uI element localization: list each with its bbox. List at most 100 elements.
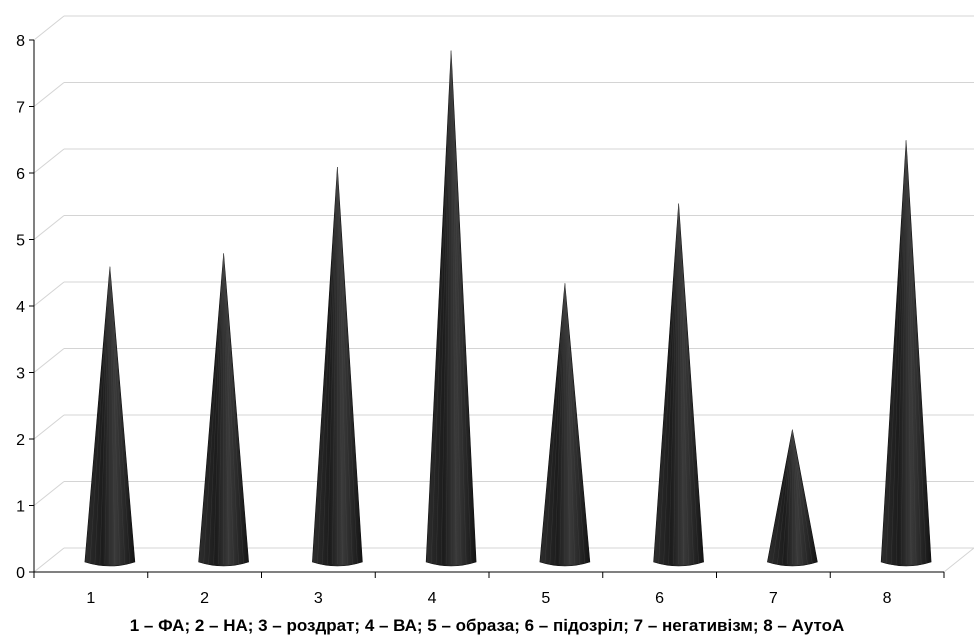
x-tick-label: 8 bbox=[883, 590, 892, 607]
x-tick-label: 4 bbox=[428, 590, 437, 607]
cone-facet bbox=[905, 140, 927, 565]
cone-facet bbox=[905, 140, 922, 565]
cone-facet bbox=[223, 253, 244, 565]
cone-facet bbox=[337, 166, 353, 565]
cone-facet bbox=[337, 166, 348, 565]
cone-facet bbox=[663, 203, 679, 565]
bars-layer bbox=[84, 50, 932, 567]
cone-facet bbox=[678, 203, 699, 565]
cone-facet bbox=[895, 140, 907, 565]
cone-facet bbox=[885, 140, 907, 565]
cone-facet bbox=[450, 50, 457, 565]
cone-facet bbox=[564, 283, 571, 565]
cone-facet bbox=[782, 429, 793, 565]
cone-facet bbox=[792, 429, 808, 565]
cone-facet bbox=[104, 266, 111, 565]
cone-facet bbox=[430, 50, 452, 565]
labels-layer: 0 1 2 3 4 5 6 7 8 1 2 3 4 5 6 7 8 bbox=[16, 33, 892, 607]
grid-connector bbox=[33, 82, 65, 107]
cone-facet bbox=[94, 266, 111, 565]
cone-facet bbox=[678, 203, 689, 565]
y-tick-label: 6 bbox=[16, 166, 25, 183]
x-tick-label: 1 bbox=[86, 590, 95, 607]
y-tick-label: 8 bbox=[16, 33, 25, 50]
y-tick-label: 4 bbox=[16, 299, 25, 316]
cone-facet bbox=[218, 253, 224, 565]
cone-facet bbox=[109, 266, 116, 565]
cone-bar bbox=[425, 50, 477, 567]
cone-facet bbox=[109, 266, 126, 565]
grid-connector bbox=[33, 547, 65, 573]
grid-connector bbox=[33, 215, 65, 240]
grid-connector bbox=[33, 481, 65, 506]
cone-facet bbox=[337, 166, 358, 565]
grid-layer bbox=[33, 15, 974, 573]
cone-facet bbox=[450, 50, 472, 565]
x-tick-label: 3 bbox=[314, 590, 323, 607]
cone-facet bbox=[109, 266, 121, 565]
y-tick-label: 2 bbox=[16, 432, 25, 449]
y-tick-label: 7 bbox=[16, 100, 25, 117]
cone-facet bbox=[564, 283, 586, 565]
cone-facet bbox=[450, 50, 467, 565]
cone-facet bbox=[658, 203, 679, 565]
cone-facet bbox=[900, 140, 907, 565]
x-tick-label: 2 bbox=[200, 590, 209, 607]
cone-facet bbox=[777, 429, 793, 565]
cone-facet bbox=[678, 203, 684, 565]
cone-bar bbox=[84, 266, 136, 567]
y-tick-label: 1 bbox=[16, 499, 25, 516]
cone-facet bbox=[564, 283, 581, 565]
cone-facet bbox=[905, 140, 912, 565]
cone-facet bbox=[787, 429, 793, 565]
cone-facet bbox=[109, 266, 131, 565]
floor-edge bbox=[943, 547, 974, 573]
cone-facet bbox=[440, 50, 452, 565]
x-tick-label: 6 bbox=[655, 590, 664, 607]
cone-facet bbox=[905, 140, 917, 565]
cone-bar bbox=[198, 253, 249, 567]
cone-facet bbox=[678, 203, 694, 565]
x-tick-label: 5 bbox=[541, 590, 550, 607]
cone-bar bbox=[539, 283, 591, 567]
cone-facet bbox=[337, 166, 343, 565]
cone-facet bbox=[668, 203, 679, 565]
grid-connector bbox=[33, 281, 65, 307]
x-tick-label: 7 bbox=[769, 590, 778, 607]
cone-facet bbox=[673, 203, 679, 565]
grid-connector bbox=[33, 414, 65, 440]
cone-facet bbox=[890, 140, 907, 565]
chart-caption: 1 – ФА; 2 – НА; 3 – роздрат; 4 – ВА; 5 –… bbox=[129, 616, 845, 635]
cone-facet bbox=[322, 166, 338, 565]
cone-facet bbox=[223, 253, 229, 565]
cone-facet bbox=[317, 166, 338, 565]
cone-facet bbox=[792, 429, 803, 565]
cone-facet bbox=[203, 253, 224, 565]
cone-bar bbox=[880, 140, 932, 567]
axes-layer bbox=[29, 39, 945, 578]
grid-connector bbox=[33, 15, 65, 41]
cone-bar bbox=[312, 166, 363, 567]
cone-facet bbox=[327, 166, 338, 565]
cone-facet bbox=[450, 50, 462, 565]
cone-bar bbox=[767, 429, 818, 567]
cone-facet bbox=[223, 253, 234, 565]
cone-facet bbox=[549, 283, 566, 565]
grid-connector bbox=[33, 148, 65, 174]
cone-facet bbox=[99, 266, 111, 565]
cone-facet bbox=[792, 429, 813, 565]
cone-facet bbox=[772, 429, 793, 565]
cone-facet bbox=[208, 253, 224, 565]
y-tick-label: 0 bbox=[16, 565, 25, 582]
grid-connector bbox=[33, 348, 65, 373]
cone-facet bbox=[445, 50, 452, 565]
y-tick-label: 5 bbox=[16, 233, 25, 250]
cone-facet bbox=[332, 166, 338, 565]
cone-facet bbox=[792, 429, 798, 565]
cone-facet bbox=[559, 283, 566, 565]
cone-facet bbox=[544, 283, 566, 565]
cone-facet bbox=[554, 283, 566, 565]
cone-bar bbox=[653, 203, 704, 567]
y-tick-label: 3 bbox=[16, 366, 25, 383]
